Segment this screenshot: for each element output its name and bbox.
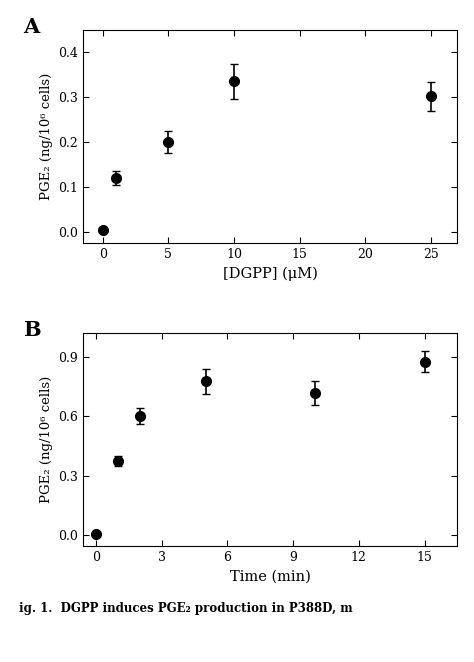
X-axis label: [DGPP] (μM): [DGPP] (μM)	[223, 267, 318, 281]
Y-axis label: PGE₂ (ng/10⁶ cells): PGE₂ (ng/10⁶ cells)	[40, 376, 53, 503]
X-axis label: Time (min): Time (min)	[230, 569, 310, 584]
Text: B: B	[23, 320, 41, 340]
Text: ig. 1.  DGPP induces PGE₂ production in P388D, m: ig. 1. DGPP induces PGE₂ production in P…	[19, 602, 353, 616]
Text: A: A	[23, 17, 39, 37]
Y-axis label: PGE₂ (ng/10⁶ cells): PGE₂ (ng/10⁶ cells)	[40, 73, 53, 200]
